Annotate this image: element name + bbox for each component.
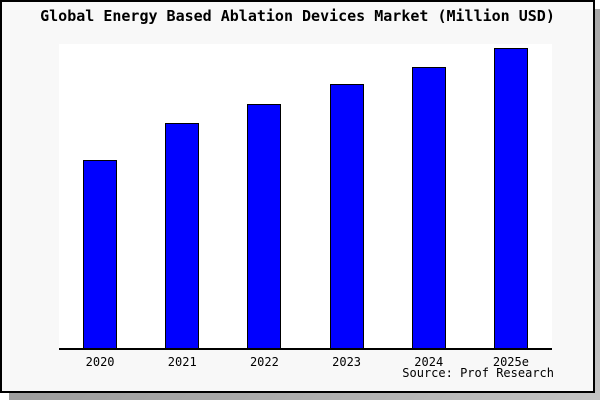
- bar-2024: [411, 67, 446, 348]
- bar-2020: [83, 160, 118, 348]
- x-axis-label-2023: 2023: [332, 355, 362, 369]
- x-axis-label-2021: 2021: [167, 355, 197, 369]
- bar-2022: [247, 104, 282, 348]
- plot-area: [59, 44, 552, 350]
- x-axis-label-2020: 2020: [85, 355, 115, 369]
- chart-panel: Global Energy Based Ablation Devices Mar…: [0, 0, 595, 393]
- chart-title: Global Energy Based Ablation Devices Mar…: [40, 7, 555, 25]
- x-axis-label-2022: 2022: [249, 355, 279, 369]
- x-axis-label-2024: 2024: [414, 355, 444, 369]
- bar-2025e: [493, 48, 528, 348]
- x-axis-label-2025e: 2025e: [492, 355, 529, 369]
- source-note: Source: Prof Research: [402, 366, 554, 380]
- bar-2021: [165, 123, 200, 348]
- bar-2023: [329, 84, 364, 348]
